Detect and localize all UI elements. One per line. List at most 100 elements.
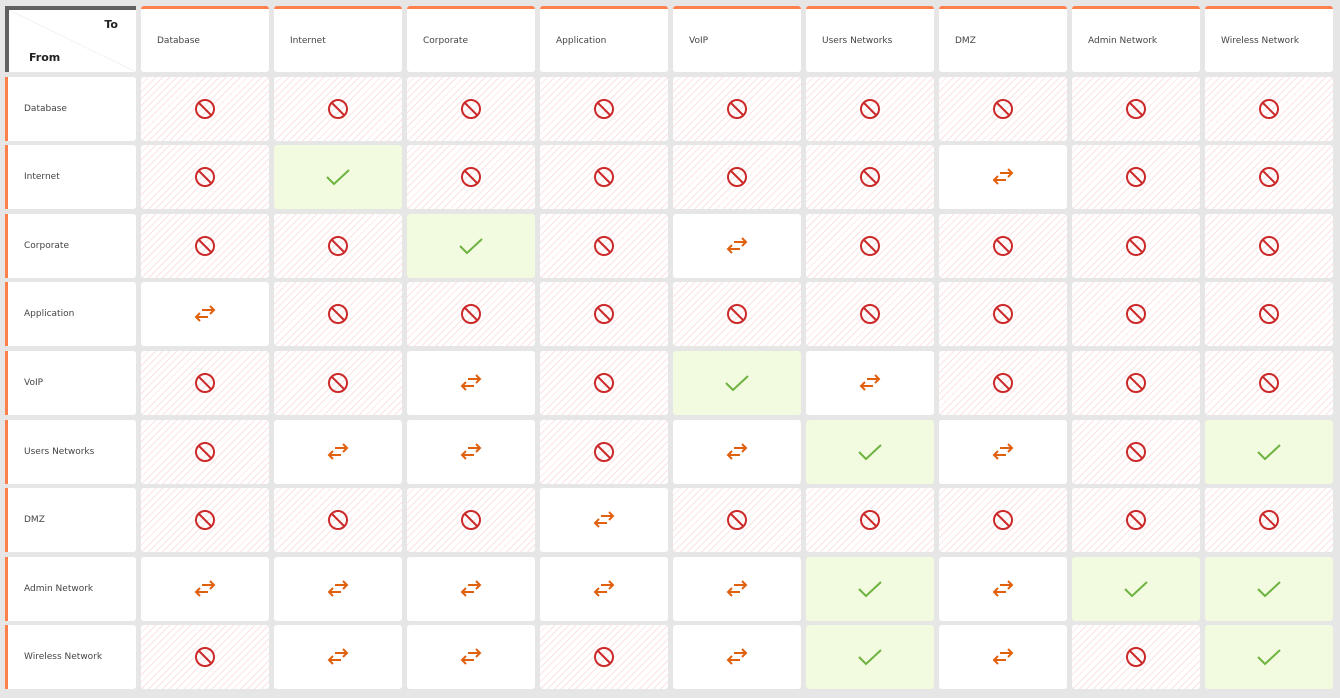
policy-cell-deny[interactable] <box>141 625 269 690</box>
policy-cell-deny[interactable] <box>141 419 269 484</box>
policy-cell-deny[interactable] <box>540 419 668 484</box>
prohibited-icon <box>859 509 881 531</box>
policy-cell-deny[interactable] <box>939 282 1067 347</box>
policy-cell-deny[interactable] <box>939 76 1067 141</box>
prohibited-icon <box>327 98 349 120</box>
policy-cell-deny[interactable] <box>141 76 269 141</box>
policy-cell-deny[interactable] <box>274 76 402 141</box>
policy-cell-bidirectional[interactable] <box>141 556 269 621</box>
policy-cell-bidirectional[interactable] <box>407 556 535 621</box>
policy-cell-bidirectional[interactable] <box>540 556 668 621</box>
policy-cell-bidirectional[interactable] <box>806 350 934 415</box>
policy-cell-deny[interactable] <box>141 350 269 415</box>
policy-cell-deny[interactable] <box>540 76 668 141</box>
policy-cell-bidirectional[interactable] <box>939 419 1067 484</box>
policy-cell-bidirectional[interactable] <box>673 419 801 484</box>
policy-cell-deny[interactable] <box>1205 350 1333 415</box>
policy-cell-deny[interactable] <box>1072 419 1200 484</box>
policy-cell-deny[interactable] <box>1072 625 1200 690</box>
policy-cell-bidirectional[interactable] <box>274 419 402 484</box>
policy-cell-deny[interactable] <box>806 145 934 210</box>
prohibited-icon <box>992 98 1014 120</box>
policy-cell-bidirectional[interactable] <box>407 419 535 484</box>
row-header: VoIP <box>5 350 136 415</box>
policy-cell-deny[interactable] <box>141 145 269 210</box>
prohibited-icon <box>327 509 349 531</box>
policy-cell-deny[interactable] <box>939 488 1067 553</box>
policy-cell-deny[interactable] <box>1072 213 1200 278</box>
column-header: Internet <box>274 6 402 72</box>
policy-cell-deny[interactable] <box>1072 76 1200 141</box>
policy-cell-deny[interactable] <box>1072 350 1200 415</box>
policy-cell-deny[interactable] <box>141 213 269 278</box>
policy-cell-deny[interactable] <box>939 213 1067 278</box>
policy-cell-deny[interactable] <box>1205 76 1333 141</box>
policy-cell-deny[interactable] <box>274 488 402 553</box>
policy-cell-deny[interactable] <box>274 213 402 278</box>
row-header: Corporate <box>5 213 136 278</box>
prohibited-icon <box>1258 166 1280 188</box>
policy-cell-deny[interactable] <box>806 76 934 141</box>
policy-cell-allow[interactable] <box>806 625 934 690</box>
policy-cell-bidirectional[interactable] <box>407 625 535 690</box>
policy-cell-bidirectional[interactable] <box>673 625 801 690</box>
policy-cell-deny[interactable] <box>806 282 934 347</box>
policy-cell-bidirectional[interactable] <box>540 488 668 553</box>
policy-cell-deny[interactable] <box>1205 282 1333 347</box>
policy-cell-allow[interactable] <box>274 145 402 210</box>
policy-cell-bidirectional[interactable] <box>274 556 402 621</box>
policy-cell-deny[interactable] <box>806 213 934 278</box>
policy-cell-allow[interactable] <box>806 556 934 621</box>
policy-cell-deny[interactable] <box>806 488 934 553</box>
policy-cell-allow[interactable] <box>1205 625 1333 690</box>
policy-cell-deny[interactable] <box>274 350 402 415</box>
policy-cell-deny[interactable] <box>540 145 668 210</box>
policy-cell-deny[interactable] <box>540 625 668 690</box>
policy-cell-allow[interactable] <box>407 213 535 278</box>
policy-cell-allow[interactable] <box>1205 556 1333 621</box>
policy-cell-bidirectional[interactable] <box>407 350 535 415</box>
from-label: From <box>29 51 61 64</box>
policy-cell-bidirectional[interactable] <box>939 145 1067 210</box>
policy-cell-deny[interactable] <box>939 350 1067 415</box>
prohibited-icon <box>1258 372 1280 394</box>
policy-cell-deny[interactable] <box>673 145 801 210</box>
prohibited-icon <box>194 372 216 394</box>
policy-cell-deny[interactable] <box>540 213 668 278</box>
policy-cell-bidirectional[interactable] <box>673 556 801 621</box>
prohibited-icon <box>327 235 349 257</box>
policy-cell-deny[interactable] <box>1205 488 1333 553</box>
policy-cell-deny[interactable] <box>1205 145 1333 210</box>
policy-cell-deny[interactable] <box>673 76 801 141</box>
zone-policy-matrix: To From Database Internet Corporate Applica… <box>5 6 1333 690</box>
policy-cell-bidirectional[interactable] <box>673 213 801 278</box>
policy-cell-allow[interactable] <box>1072 556 1200 621</box>
policy-cell-allow[interactable] <box>1205 419 1333 484</box>
policy-cell-deny[interactable] <box>1072 488 1200 553</box>
policy-cell-bidirectional[interactable] <box>274 625 402 690</box>
policy-cell-deny[interactable] <box>407 76 535 141</box>
prohibited-icon <box>460 166 482 188</box>
policy-cell-deny[interactable] <box>274 282 402 347</box>
policy-cell-bidirectional[interactable] <box>939 625 1067 690</box>
prohibited-icon <box>593 441 615 463</box>
column-header: Wireless Network <box>1205 6 1333 72</box>
policy-cell-allow[interactable] <box>806 419 934 484</box>
policy-cell-deny[interactable] <box>673 488 801 553</box>
prohibited-icon <box>1258 303 1280 325</box>
row-header: Admin Network <box>5 556 136 621</box>
policy-cell-deny[interactable] <box>673 282 801 347</box>
policy-cell-deny[interactable] <box>407 145 535 210</box>
policy-cell-deny[interactable] <box>540 350 668 415</box>
policy-cell-bidirectional[interactable] <box>141 282 269 347</box>
policy-cell-allow[interactable] <box>673 350 801 415</box>
policy-cell-deny[interactable] <box>1072 145 1200 210</box>
policy-cell-deny[interactable] <box>540 282 668 347</box>
policy-cell-deny[interactable] <box>407 282 535 347</box>
bidirectional-arrows-icon <box>192 578 218 600</box>
policy-cell-deny[interactable] <box>1072 282 1200 347</box>
policy-cell-bidirectional[interactable] <box>939 556 1067 621</box>
policy-cell-deny[interactable] <box>141 488 269 553</box>
policy-cell-deny[interactable] <box>1205 213 1333 278</box>
policy-cell-deny[interactable] <box>407 488 535 553</box>
